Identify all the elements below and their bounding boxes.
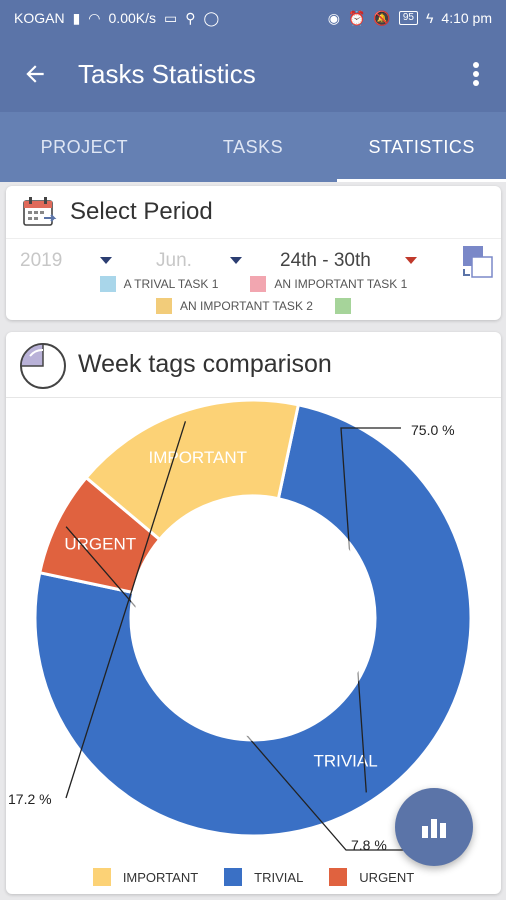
task-legend-row-2: AN IMPORTANT TASK 2 [6,298,501,314]
legend-label: IMPORTANT [122,869,199,885]
compare-toggle-button[interactable] [460,245,494,279]
chart-type-fab[interactable] [395,788,473,866]
legend-label: AN IMPORTANT TASK 2 [180,299,313,313]
charging-icon: ϟ [425,10,434,26]
legend-label: TRIVIAL [254,869,304,885]
slice-label: URGENT [64,534,136,553]
app-bar: Tasks Statistics [0,36,506,112]
page-title: Tasks Statistics [78,58,256,89]
tab-project[interactable]: PROJECT [40,136,129,157]
pie-chart-icon [20,342,66,389]
alarm-icon: ⏰ [347,9,366,26]
chart-legend: IMPORTANT TRIVIAL URGENT [6,868,501,886]
calendar-icon [23,197,57,226]
period-title: Select Period [70,198,213,225]
whatsapp-icon: ◯ [203,9,220,26]
tab-statistics[interactable]: STATISTICS [337,112,506,182]
slice-label: TRIVIAL [313,752,377,771]
month-dropdown[interactable]: Jun. [156,239,242,283]
tab-tasks[interactable]: TASKS [222,136,284,157]
chart-title: Week tags comparison [78,350,332,378]
legend-swatch [334,298,351,314]
donut-hole [130,495,376,741]
month-value: Jun. [156,249,192,271]
network-speed: 0.00K/s [108,10,156,26]
bar-chart-icon [422,819,446,838]
year-value: 2019 [20,249,63,271]
chevron-down-icon [100,257,113,264]
legend-item-important: IMPORTANT [92,868,199,886]
legend-swatch [329,868,348,886]
value-label: 7.8 % [351,837,387,853]
legend-label: A TRIVAL TASK 1 [123,277,219,291]
legend-label: AN IMPORTANT TASK 1 [274,277,408,291]
compare-icon [463,246,493,278]
mute-icon: 🔕 [373,9,391,26]
clock-time: 4:10 pm [441,10,492,26]
chevron-down-icon [229,257,242,264]
status-bar: KOGAN ▮ ◠ 0.00K/s ▭ ⚲ ◯ ◉ ⏰ 🔕 95 ϟ 4:10 … [0,0,506,36]
chevron-down-icon [404,257,417,264]
legend-swatch [156,298,173,314]
legend-label: URGENT [359,869,415,885]
more-vert-icon [473,62,479,86]
legend-item-urgent: URGENT [329,868,414,886]
value-label: 75.0 % [411,422,455,438]
legend-swatch [92,868,111,886]
overflow-menu-button[interactable] [446,36,506,112]
legend-swatch [250,276,267,292]
value-label: 17.2 % [8,791,52,807]
legend-swatch [99,276,116,292]
back-button[interactable] [0,36,70,112]
signal-icon: ▮ [72,9,81,26]
slice-label: IMPORTANT [148,448,247,467]
wifi-icon: ◠ [88,9,101,26]
carrier-name: KOGAN [14,10,65,26]
year-dropdown[interactable]: 2019 [20,239,113,283]
period-card: Select Period 2019 Jun. 24th - 30th A TR… [6,186,501,320]
leader-line [65,421,187,799]
donut-chart: TRIVIAL 75.0 % URGENT 7.8 % IMPORTANT 17.2 % [8,398,473,853]
week-dropdown[interactable]: 24th - 30th [280,239,417,283]
eye-icon: ◉ [327,9,340,26]
legend-item-trivial: TRIVIAL [224,868,303,886]
task-legend-row-1: A TRIVAL TASK 1 AN IMPORTANT TASK 1 [6,276,501,292]
back-arrow-icon [26,65,44,83]
monitor-icon: ▭ [164,9,178,26]
week-value: 24th - 30th [280,249,371,271]
tab-bar: PROJECT TASKS STATISTICS [0,112,506,182]
legend-swatch [224,868,243,886]
battery-icon: 95 [398,11,418,25]
usb-icon: ⚲ [185,9,196,26]
